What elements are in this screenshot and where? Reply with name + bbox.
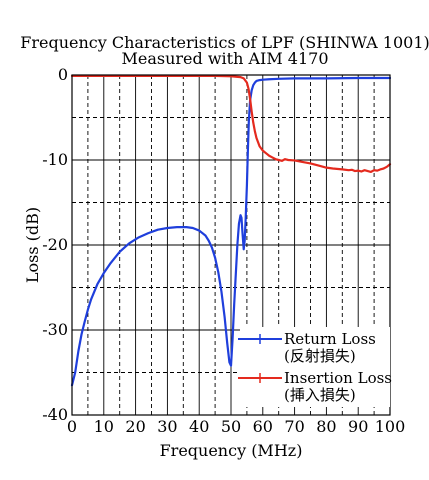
y-tick-labels: 0 -10 -20 -30 -40 <box>42 65 68 424</box>
legend-label-insertion-loss-ja: (挿入損失) <box>284 386 356 404</box>
x-tick-labels: 0 10 20 30 40 50 60 70 80 90 100 <box>67 417 405 436</box>
series-line-insertion-loss <box>70 74 392 173</box>
y-tick-label: -20 <box>42 235 68 254</box>
x-tick-label: 10 <box>94 417 114 436</box>
y-tick-label: -10 <box>42 150 68 169</box>
x-tick-label: 60 <box>253 417 273 436</box>
legend: Return Loss (反射損失) Insertion Loss (挿入損失) <box>238 327 392 407</box>
x-tick-label: 0 <box>67 417 77 436</box>
y-tick-label: 0 <box>58 65 68 84</box>
chart-subtitle: Measured with AIM 4170 <box>121 49 328 68</box>
legend-label-insertion-loss: Insertion Loss <box>284 369 392 387</box>
y-axis-label: Loss (dB) <box>23 207 42 283</box>
y-tick-label: -30 <box>42 320 68 339</box>
x-tick-label: 80 <box>316 417 336 436</box>
legend-label-return-loss-ja: (反射損失) <box>284 347 356 365</box>
x-tick-label: 30 <box>157 417 177 436</box>
series-line-return-loss <box>70 76 392 387</box>
x-tick-label: 90 <box>348 417 368 436</box>
x-tick-label: 100 <box>375 417 406 436</box>
plot-curves <box>70 74 392 387</box>
legend-label-return-loss: Return Loss <box>284 330 376 348</box>
chart-title: Frequency Characteristics of LPF (SHINWA… <box>20 33 429 52</box>
x-tick-label: 70 <box>284 417 304 436</box>
legend-background <box>240 327 390 407</box>
plot-frame <box>71 74 391 416</box>
y-tick-label: -40 <box>42 405 68 424</box>
x-axis-label: Frequency (MHz) <box>160 441 303 460</box>
x-tick-label: 50 <box>221 417 241 436</box>
x-tick-label: 20 <box>125 417 145 436</box>
x-tick-label: 40 <box>189 417 209 436</box>
